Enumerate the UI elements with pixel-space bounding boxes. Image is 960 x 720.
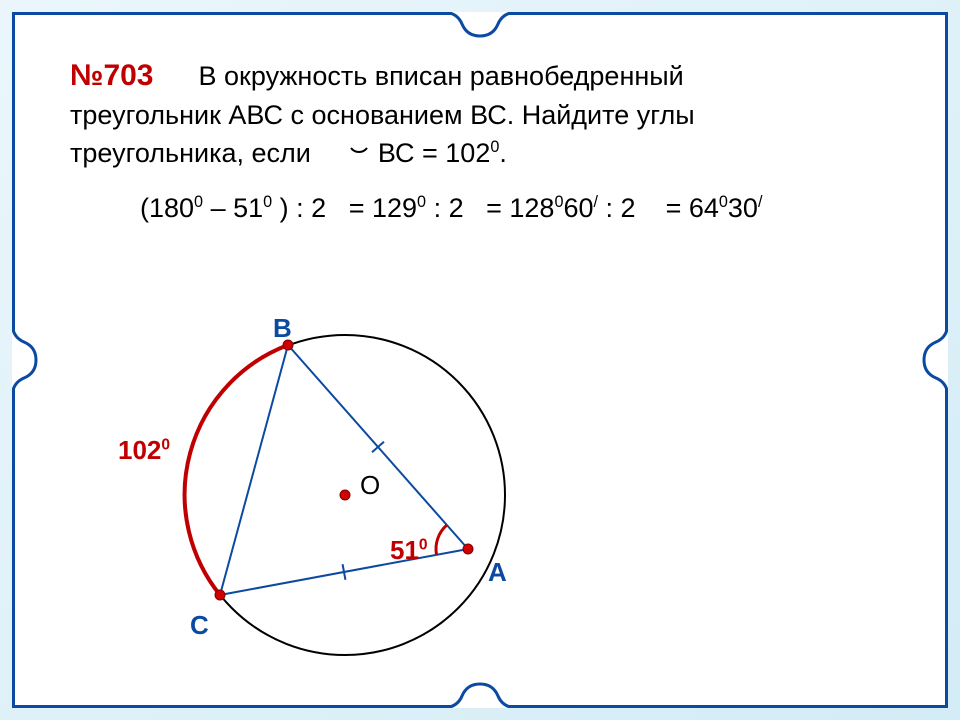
calc-t10: 30: [728, 193, 758, 223]
label-o: O: [360, 470, 380, 501]
calc-t4: = 129: [349, 193, 417, 223]
calc-t8: : 2: [606, 193, 636, 223]
sup: 0: [194, 193, 203, 211]
minute-sup: /: [758, 193, 763, 211]
problem-line3b: ВС = 102: [378, 138, 490, 168]
problem-text: №703 В окружность вписан равнобедренный …: [70, 55, 890, 173]
problem-line3a: треугольника, если: [70, 138, 311, 168]
angle-label: 510: [390, 535, 428, 566]
calc-t1: (180: [140, 193, 194, 223]
diagram-svg: [70, 275, 570, 715]
calculation: (1800 – 510 ) : 2 = 1290 : 2 = 128060/ :…: [140, 193, 890, 224]
sup: 0: [719, 193, 728, 211]
sup: 0: [417, 193, 426, 211]
label-c: C: [190, 610, 209, 641]
minute-sup: /: [594, 193, 599, 211]
calc-t6: = 128: [486, 193, 554, 223]
slide-frame: №703 В окружность вписан равнобедренный …: [12, 12, 948, 708]
sup: 0: [419, 536, 428, 553]
calc-t2: – 51: [211, 193, 264, 223]
arc-label-text: 102: [118, 435, 161, 465]
point-o: [340, 490, 350, 500]
calc-t3: ) : 2: [280, 193, 327, 223]
geometry-diagram: B A C O 1020 510: [70, 275, 570, 715]
angle-a-arc: [436, 525, 447, 555]
arc-label: 1020: [118, 435, 170, 466]
calc-t5: : 2: [434, 193, 464, 223]
problem-number: №703: [70, 59, 154, 92]
problem-line1: В окружность вписан равнобедренный: [199, 61, 684, 91]
arc-symbol: [348, 137, 370, 175]
sup: 0: [263, 193, 272, 211]
label-b: B: [273, 313, 292, 344]
point-c: [215, 590, 225, 600]
calc-t9: = 64: [666, 193, 719, 223]
arc-bc: [185, 345, 288, 595]
calc-t7: 60: [563, 193, 593, 223]
content-area: №703 В окружность вписан равнобедренный …: [70, 55, 890, 224]
sup: 0: [161, 436, 170, 453]
degree-sup: 0: [490, 138, 499, 156]
label-a: A: [488, 557, 507, 588]
point-a: [463, 544, 473, 554]
angle-label-text: 51: [390, 535, 419, 565]
problem-line2: треугольник АВС с основанием ВС. Найдите…: [70, 100, 695, 130]
